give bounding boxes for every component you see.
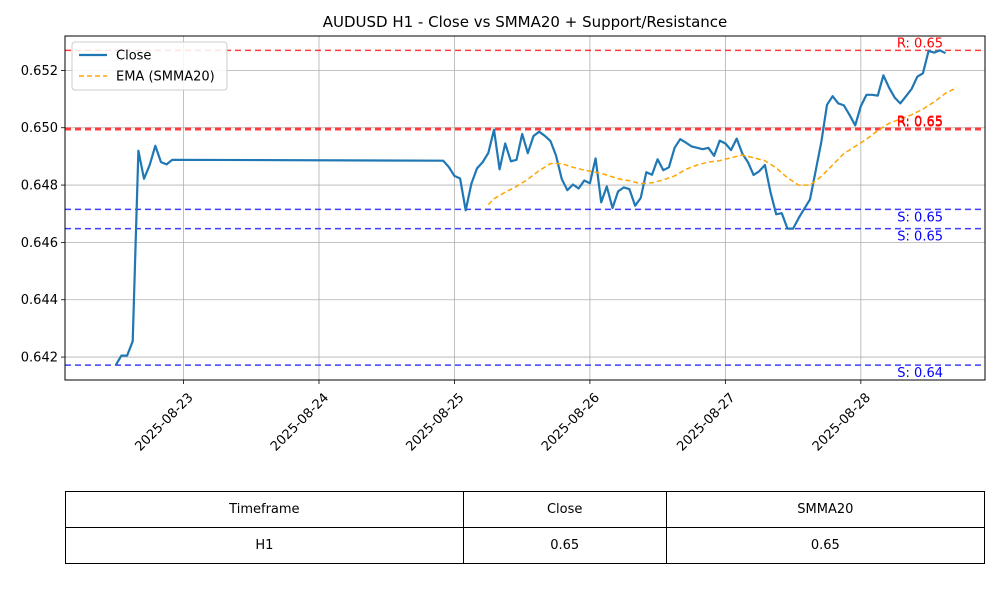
table-row: H1 0.65 0.65 xyxy=(65,527,986,564)
resistance-level-label: R: 0.65 xyxy=(897,36,943,51)
table-cell: H1 xyxy=(65,527,464,564)
chart-title: AUDUSD H1 - Close vs SMMA20 + Support/Re… xyxy=(323,13,728,31)
x-tick-label: 2025-08-23 xyxy=(133,390,197,454)
table-header-cell: Close xyxy=(462,491,667,528)
y-tick-label: 0.644 xyxy=(21,293,58,308)
table-cell: 0.65 xyxy=(462,527,667,564)
y-tick-label: 0.648 xyxy=(21,179,58,194)
table-header-row: Timeframe Close SMMA20 xyxy=(65,491,986,528)
y-tick-label: 0.642 xyxy=(21,351,58,366)
y-tick-label: 0.650 xyxy=(21,121,58,136)
legend-box xyxy=(71,41,228,91)
chart: 0.642 0.644 0.646 0.648 0.650 0.652 2025-08-23… xyxy=(21,13,986,455)
summary-table: Timeframe Close SMMA20 H1 0.65 0.65 xyxy=(65,491,986,564)
x-tick-label: 2025-08-28 xyxy=(810,390,874,454)
support-level-label: S: 0.65 xyxy=(897,230,943,245)
y-tick-label: 0.652 xyxy=(21,64,58,79)
smma20-series-line xyxy=(487,86,958,206)
series-lines xyxy=(114,49,958,366)
resistance-level-label: R: 0.65 xyxy=(897,114,943,129)
x-tick-label: 2025-08-27 xyxy=(674,390,738,454)
table-cell: 0.65 xyxy=(665,527,986,564)
support-level-label: S: 0.64 xyxy=(897,366,943,381)
table-header-cell: SMMA20 xyxy=(665,491,986,528)
x-tick-label: 2025-08-26 xyxy=(539,390,603,454)
table-header-cell: Timeframe xyxy=(65,491,464,528)
close-series-line xyxy=(114,49,946,366)
x-tick-label: 2025-08-24 xyxy=(268,390,332,454)
level-labels: R: 0.65R: 0.65R: 0.65S: 0.65S: 0.65S: 0.… xyxy=(897,36,943,381)
legend-label: EMA (SMMA20) xyxy=(116,70,215,85)
plot-frame xyxy=(64,35,986,381)
x-tick-label: 2025-08-25 xyxy=(403,390,467,454)
legend-label: Close xyxy=(116,49,151,64)
legend: Close EMA (SMMA20) xyxy=(71,41,228,91)
support-resistance-levels xyxy=(65,49,985,366)
support-level-label: S: 0.65 xyxy=(897,210,943,225)
y-tick-label: 0.646 xyxy=(21,236,58,251)
axis-ticks: 0.642 0.644 0.646 0.648 0.650 0.652 2025-08-23… xyxy=(21,64,874,455)
resistance-level-label: R: 0.65 xyxy=(897,116,943,131)
